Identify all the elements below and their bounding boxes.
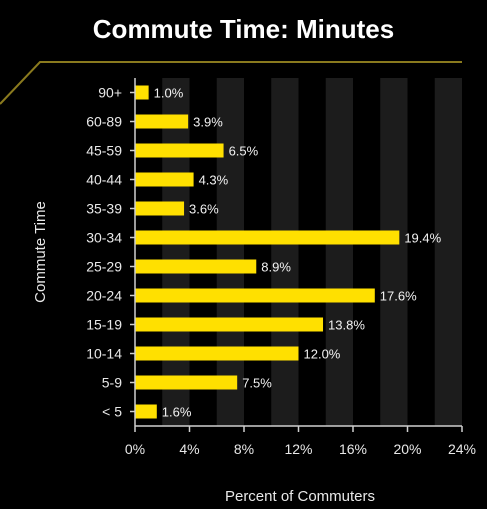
category-label: 10-14 (86, 346, 122, 362)
category-label: 25-29 (86, 259, 122, 275)
x-tick-label: 4% (179, 441, 199, 457)
x-tick-label: 0% (125, 441, 145, 457)
chart-title: Commute Time: Minutes (92, 14, 395, 44)
x-axis-label: Percent of Commuters (225, 488, 375, 505)
background-band (434, 78, 462, 426)
category-labels-group: 90+ 60-89 45-59 40-44 35-39 30-34 25-29 20-24 15… (86, 85, 122, 420)
category-label: 90+ (98, 85, 122, 101)
bar (135, 143, 224, 158)
category-label: 15-19 (86, 317, 122, 333)
data-label: 17.6% (380, 289, 417, 304)
y-axis-label: Commute Time (32, 201, 49, 303)
x-tick-labels-group: 0% 4% 8% 12% 16% 20% 24% (125, 441, 476, 457)
data-label: 6.5% (229, 144, 259, 159)
background-bands (162, 78, 462, 426)
category-label: < 5 (102, 404, 122, 420)
x-tick-label: 20% (393, 441, 421, 457)
x-tick-label: 24% (448, 441, 476, 457)
background-band (325, 78, 353, 426)
background-band (380, 78, 408, 426)
axes-group (130, 78, 463, 432)
category-label: 20-24 (86, 288, 122, 304)
background-band (162, 78, 190, 426)
accent-line (0, 61, 462, 105)
bar (135, 259, 257, 274)
bar (135, 172, 194, 187)
data-label: 3.9% (193, 115, 223, 130)
data-label: 12.0% (304, 347, 341, 362)
category-label: 40-44 (86, 172, 122, 188)
data-label: 19.4% (404, 231, 441, 246)
data-label: 1.6% (162, 405, 192, 420)
bars-group (135, 85, 400, 419)
accent-line (0, 61, 462, 105)
bar (135, 201, 185, 216)
data-label: 1.0% (154, 86, 184, 101)
category-label: 45-59 (86, 143, 122, 159)
x-tick-label: 12% (284, 441, 312, 457)
bar (135, 85, 149, 100)
data-label: 8.9% (261, 260, 291, 275)
x-tick-label: 16% (339, 441, 367, 457)
data-label: 4.3% (199, 173, 229, 188)
data-label: 13.8% (328, 318, 365, 333)
x-tick-label: 8% (234, 441, 254, 457)
category-label: 30-34 (86, 230, 122, 246)
bar (135, 375, 238, 390)
bar (135, 346, 299, 361)
bar (135, 114, 189, 129)
data-label: 3.6% (189, 202, 219, 217)
category-label: 60-89 (86, 114, 122, 130)
bar (135, 404, 157, 419)
background-band (271, 78, 299, 426)
bar (135, 288, 375, 303)
background-band (216, 78, 244, 426)
category-label: 5-9 (102, 375, 122, 391)
bar (135, 317, 324, 332)
category-label: 35-39 (86, 201, 122, 217)
bar (135, 230, 400, 245)
data-label: 7.5% (242, 376, 272, 391)
data-labels-group: 1.0% 3.9% 6.5%4.3% 3.6% 19.4% 8.9% 17.6% 13.8% 1… (154, 86, 442, 420)
